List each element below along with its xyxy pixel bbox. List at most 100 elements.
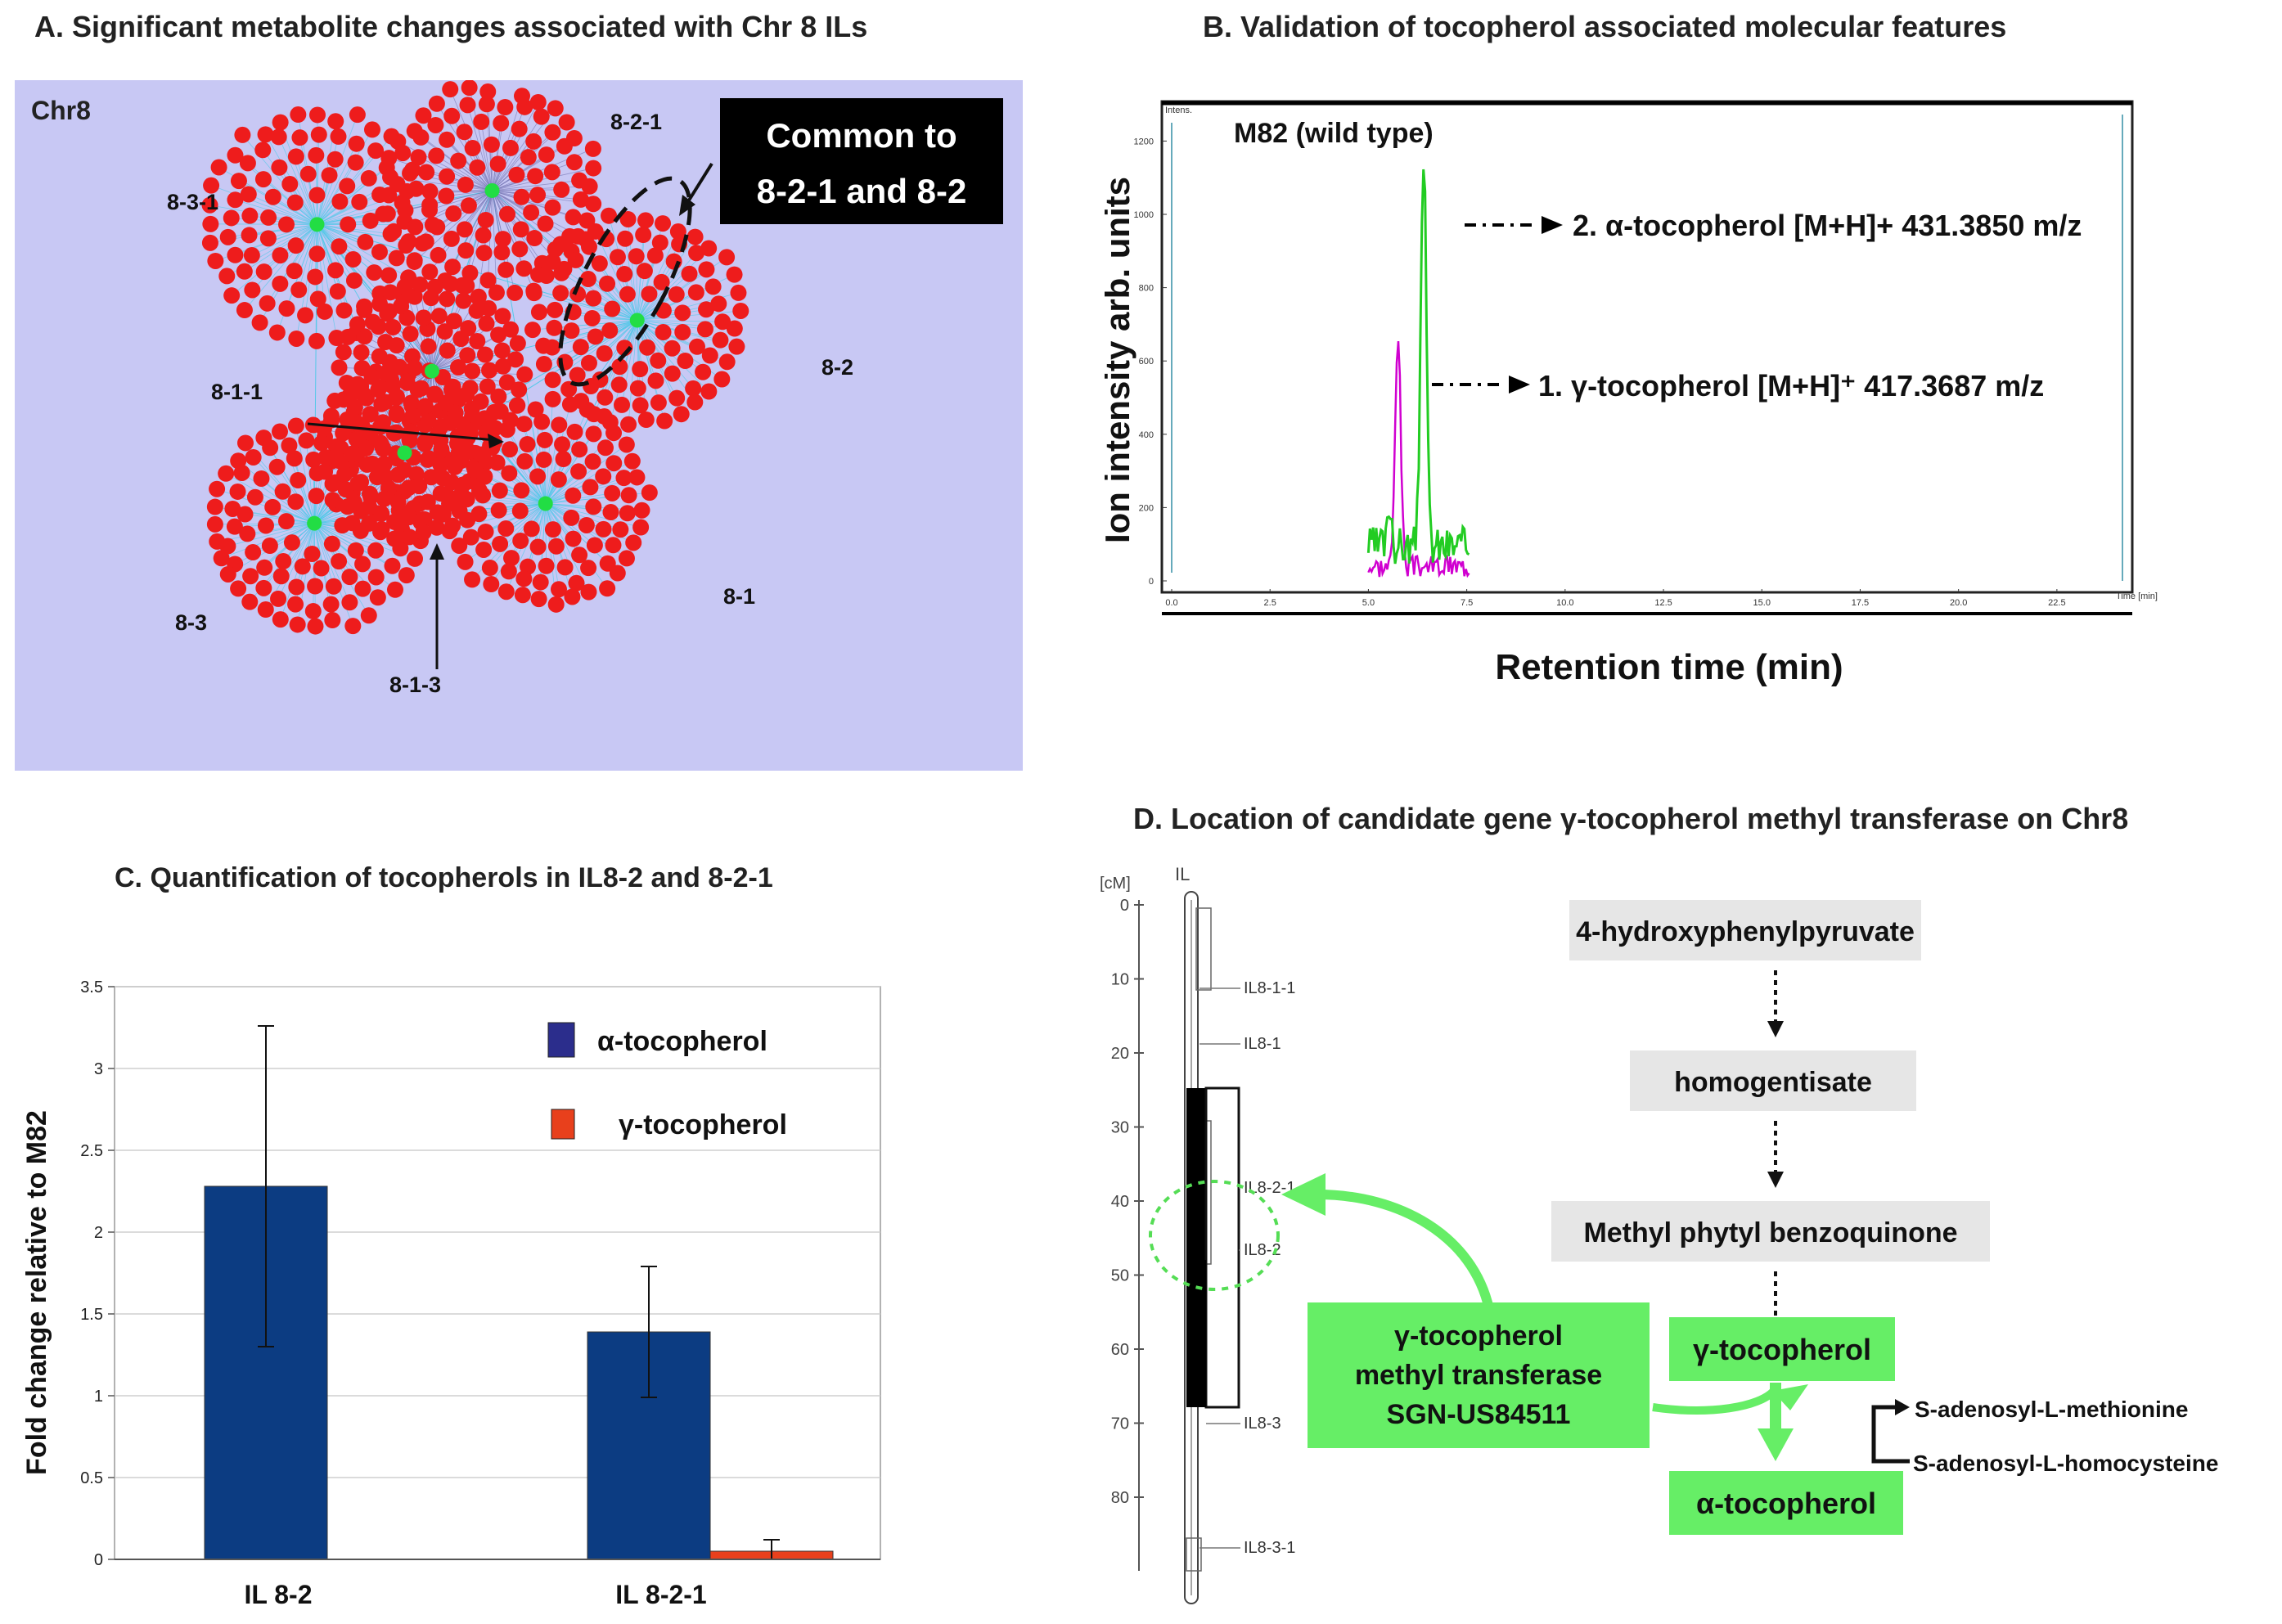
metabolite-node	[571, 441, 588, 458]
node-edge	[277, 523, 315, 600]
y-tick-label: 0	[94, 1551, 103, 1569]
legend-label-alpha: α-tocopherol	[597, 1026, 767, 1057]
node-edge	[449, 88, 493, 191]
node-edge	[268, 223, 317, 239]
metabolite-node	[538, 146, 555, 164]
x-tick-label: 5.0	[1362, 598, 1375, 608]
metabolite-node	[507, 351, 524, 368]
enzyme-arrow	[1652, 1388, 1777, 1415]
introgression-8-3	[1186, 1260, 1206, 1407]
metabolite-node	[565, 487, 582, 504]
metabolite-node	[582, 479, 599, 496]
metabolite-node	[464, 571, 481, 588]
peak2-arrowhead	[1542, 216, 1563, 234]
metabolite-node	[460, 197, 477, 214]
metabolite-node	[382, 284, 399, 301]
metabolite-node	[340, 216, 357, 233]
metabolite-node	[544, 253, 561, 270]
y-tick-label: 3.5	[80, 978, 103, 996]
metabolite-node	[384, 557, 401, 574]
metabolite-node	[616, 266, 633, 283]
metabolite-node	[281, 176, 299, 193]
metabolite-node	[245, 544, 262, 561]
x-tick-label: 20.0	[1950, 598, 1967, 608]
node-edge	[247, 523, 315, 534]
metabolite-node	[619, 286, 636, 303]
metabolite-node	[256, 559, 273, 576]
y-tick-labels: 0 0.5 1 1.5 2 2.5 3 3.5	[80, 978, 115, 1569]
metabolite-node	[401, 509, 418, 526]
hub-label-8-3: 8-3	[175, 610, 207, 635]
x-tick-label: 0.0	[1165, 598, 1177, 608]
metabolite-node	[308, 106, 326, 124]
metabolite-node	[305, 451, 322, 468]
metabolite-node	[578, 401, 596, 418]
locus-arrow-head	[1281, 1173, 1326, 1216]
network-hubs	[307, 182, 645, 531]
metabolite-node	[686, 228, 704, 245]
metabolite-node	[451, 537, 468, 554]
metabolite-node	[552, 285, 569, 302]
metabolite-node	[503, 550, 520, 567]
metabolite-node	[416, 511, 433, 528]
metabolite-node	[272, 423, 289, 440]
pathway-arrowhead-1	[1767, 1021, 1784, 1037]
metabolite-node	[386, 513, 403, 530]
metabolite-node	[371, 295, 389, 313]
metabolite-node	[586, 537, 603, 554]
metabolite-node	[368, 469, 385, 486]
y-tick-label: 1000	[1134, 210, 1154, 220]
node-edge	[278, 137, 317, 225]
metabolite-node	[224, 500, 241, 517]
metabolite-node	[307, 578, 324, 595]
metabolite-node	[529, 468, 547, 485]
node-edge	[251, 223, 317, 256]
y-tick-label: 400	[1139, 430, 1154, 440]
metabolite-node	[419, 493, 436, 511]
metabolite-node	[459, 511, 476, 529]
metabolite-node	[611, 358, 628, 376]
metabolite-node	[533, 413, 551, 430]
il-track-label: IL	[1175, 864, 1190, 884]
node-edge	[317, 162, 356, 225]
metabolite-node	[304, 545, 321, 562]
metabolite-node	[309, 290, 326, 308]
metabolite-node	[443, 230, 460, 247]
metabolite-node	[201, 234, 218, 251]
metabolite-node	[345, 272, 362, 289]
metabolite-node	[367, 142, 385, 160]
metabolite-node	[580, 583, 597, 601]
metabolite-node	[579, 271, 596, 288]
metabolite-node	[483, 136, 500, 153]
metabolite-node	[462, 529, 479, 546]
metabolite-node	[226, 518, 243, 535]
metabolite-node	[604, 300, 621, 317]
metabolite-node	[384, 377, 401, 394]
metabolite-node	[552, 236, 569, 253]
metabolite-node	[349, 316, 366, 333]
metabolite-node	[261, 537, 278, 554]
metabolite-node	[655, 215, 672, 232]
node-edge	[317, 221, 405, 225]
metabolite-node	[502, 139, 519, 156]
metabolite-node	[206, 515, 223, 533]
metabolite-node	[241, 593, 259, 610]
metabolite-node	[264, 188, 281, 205]
metabolite-node	[396, 278, 413, 295]
metabolite-node	[426, 278, 443, 295]
enzyme-line2: methyl transferase	[1355, 1360, 1602, 1391]
node-edge	[295, 156, 317, 225]
metabolite-node	[473, 113, 490, 130]
metabolite-node	[251, 314, 268, 331]
metabolite-node	[363, 368, 380, 385]
metabolite-node	[380, 150, 398, 167]
x-ticks: 0.0 2.5 5.0 7.5 10.0 12.5 15.0 17.5 20.0 22.5	[1165, 589, 2066, 608]
metabolite-node	[445, 313, 462, 330]
metabolite-node	[288, 330, 305, 347]
metabolite-node	[490, 326, 507, 344]
metabolite-node	[439, 290, 456, 308]
metabolite-node	[650, 352, 667, 369]
metabolite-node	[236, 302, 253, 319]
metabolite-node	[344, 445, 362, 462]
metabolite-node	[481, 362, 498, 379]
